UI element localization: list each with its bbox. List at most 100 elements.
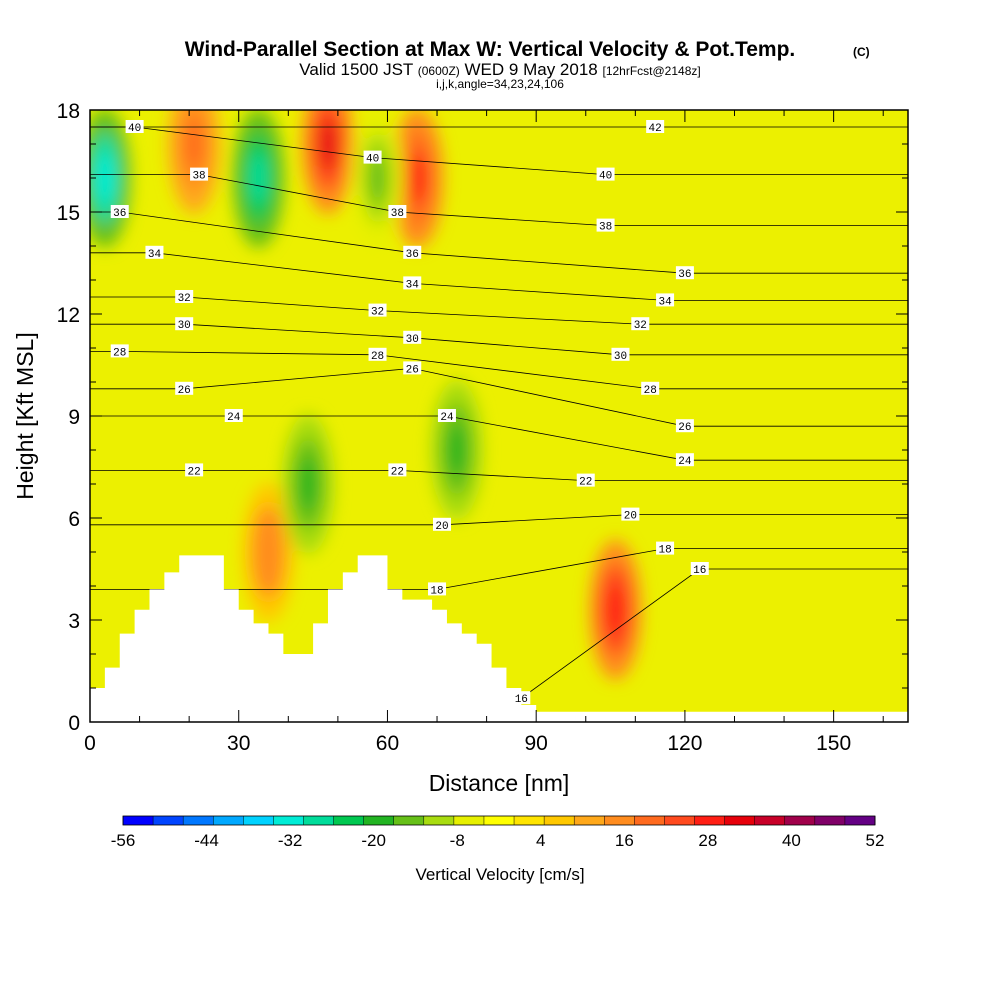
contour-label-text: 26 [406, 364, 419, 376]
colorbar-swatch [574, 816, 605, 825]
theta-contour-label: 34 [403, 276, 422, 291]
colorbar-swatch [213, 816, 244, 825]
contour-label-text: 34 [658, 296, 672, 308]
terrain [90, 555, 908, 722]
theta-contour-label: 28 [641, 381, 660, 397]
colorbar-swatch [814, 816, 846, 825]
contour-label-text: 40 [128, 123, 141, 135]
velocity-peak [318, 118, 337, 170]
contour-label-text: 26 [178, 385, 191, 397]
theta-contour-label: 36 [403, 245, 422, 261]
velocity-peak [259, 526, 278, 578]
contour-label-box [428, 582, 447, 596]
subtitle-valid: Valid 1500 JST [299, 60, 413, 79]
colorbar-label: 16 [615, 831, 634, 850]
contour-label-text: 38 [192, 171, 205, 183]
contour-label-box [675, 266, 694, 280]
contour-label-box [185, 463, 204, 477]
contour-label-text: 28 [371, 351, 384, 363]
velocity-field [90, 110, 642, 680]
contour-label-box [175, 317, 194, 331]
contour-label-text: 24 [227, 412, 241, 424]
velocity-peak [408, 152, 427, 204]
contour-label-box [656, 293, 675, 307]
colorbar-swatch [363, 816, 395, 825]
contour-label-text: 26 [678, 422, 691, 434]
contour-label-box [621, 507, 640, 521]
contour-label-text: 38 [391, 208, 404, 220]
colorbar-label: -56 [111, 831, 136, 850]
plot-area: 40 38 36 34 32 30 28 26 24 22 40 38 36 34 32 30 28 26 24 22… [90, 110, 908, 722]
contour-label-box [656, 541, 675, 555]
colorbar-swatch [634, 816, 665, 825]
colorbar-label: -20 [361, 831, 386, 850]
x-axis-title: Distance [nm] [429, 770, 570, 796]
colorbar-swatch [544, 816, 575, 825]
theta-contour-label: 38 [388, 205, 407, 220]
contour-label-text: 20 [435, 521, 448, 533]
contour-label-box [403, 276, 422, 290]
contour-label-text: 18 [430, 585, 443, 597]
contour-label-box [125, 120, 144, 133]
theta-contour-label: 16 [512, 691, 531, 706]
colorbar-swatch [784, 816, 816, 825]
contour-label-box [631, 317, 650, 331]
theta-contour-label: 32 [175, 290, 194, 305]
colorbar-swatch [123, 816, 154, 825]
colorbar-swatch [514, 816, 545, 825]
contour-label-box [388, 205, 407, 218]
colorbar-swatch [694, 816, 726, 825]
colorbar: -56 -44 -32 -20 -8 4 16 28 40 52 [111, 815, 884, 850]
x-tick-label: 30 [227, 732, 250, 755]
theta-contour-label: 18 [428, 582, 447, 597]
velocity-peak [368, 152, 387, 204]
theta-contour-label: 28 [368, 347, 387, 363]
subtitle-forecast: [12hrFcst@2148z] [602, 64, 700, 78]
colorbar-label: 40 [782, 831, 801, 850]
colorbar-swatch [273, 816, 304, 825]
x-tick-label: 60 [376, 732, 399, 755]
y-axis-title: Height [Kft MSL] [12, 332, 38, 499]
contour-label-box [512, 691, 531, 705]
contour-label-text: 16 [515, 694, 528, 706]
theta-contour-label: 26 [675, 419, 694, 434]
colorbar-swatch [393, 816, 425, 825]
contour-label-box [675, 419, 694, 433]
colorbar-swatch [724, 816, 756, 825]
contour-label-box [388, 463, 407, 477]
theta-contour-label: 20 [432, 517, 451, 533]
contour-label-box [145, 245, 164, 259]
contour-label-text: 20 [624, 511, 637, 523]
contour-label-text: 36 [678, 269, 691, 281]
contour-label-box [368, 303, 387, 317]
velocity-peak [606, 583, 625, 636]
contour-label-box [596, 218, 615, 232]
theta-contour-label: 30 [611, 347, 630, 363]
theta-contour-label: 24 [437, 409, 456, 424]
contour-label-box [363, 150, 382, 164]
colorbar-swatch [333, 816, 365, 825]
contour-label-box [675, 453, 694, 467]
theta-contour-label: 38 [596, 218, 615, 234]
chart-title: Wind-Parallel Section at Max W: Vertical… [185, 38, 796, 61]
contour-label-text: 24 [440, 412, 454, 424]
contour-label-text: 32 [371, 307, 384, 319]
chart-title-suffix: (C) [853, 45, 870, 59]
theta-contour-line [90, 514, 908, 526]
y-tick-label: 0 [68, 712, 80, 735]
colorbar-label: -8 [450, 831, 465, 850]
theta-contour-label: 40 [125, 120, 144, 135]
theta-contour-label: 34 [656, 293, 675, 308]
contour-label-text: 34 [406, 279, 420, 291]
contour-label-box [175, 381, 194, 395]
contour-label-text: 36 [406, 249, 419, 261]
contour-label-text: 30 [178, 320, 191, 332]
theta-contour-label: 26 [403, 361, 422, 376]
colorbar-swatch [183, 816, 214, 825]
velocity-peak [299, 458, 318, 510]
colorbar-swatch [664, 816, 696, 825]
colorbar-swatch [604, 816, 635, 825]
theta-contour-label: 22 [576, 473, 595, 489]
theta-contour-label: 24 [224, 409, 243, 424]
theta-contour-label: 30 [175, 317, 194, 332]
